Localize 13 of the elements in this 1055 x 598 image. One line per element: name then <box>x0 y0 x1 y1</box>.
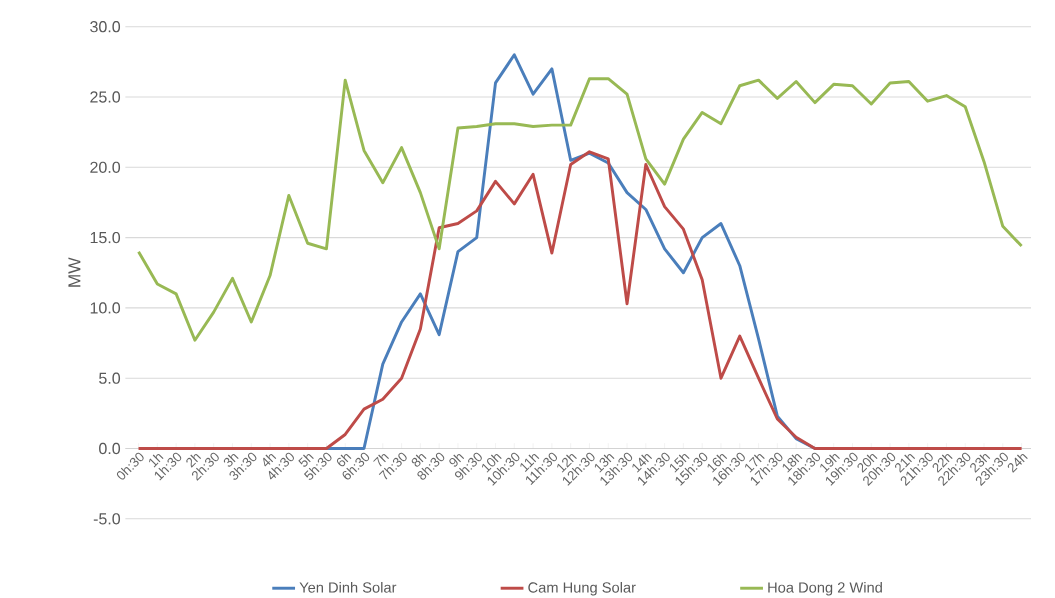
y-tick-label: 5.0 <box>99 372 121 385</box>
y-tick-label: 15.0 <box>90 232 121 244</box>
line-series <box>137 77 1024 342</box>
legend-label: Yen Dinh Solar <box>299 582 397 593</box>
y-tick-label: 20.0 <box>90 161 121 174</box>
y-tick-label: 10.0 <box>90 302 121 314</box>
legend-label: Cam Hung Solar <box>528 582 636 596</box>
x-tick-label: 24h <box>1007 454 1028 474</box>
y-tick-label: -5.0 <box>93 513 121 525</box>
legend-label: Hoa Dong 2 Wind <box>768 582 882 596</box>
y-tick-label: 30.0 <box>90 21 121 33</box>
y-axis-title: MW <box>68 257 81 287</box>
y-tick-label: 25.0 <box>90 91 121 103</box>
